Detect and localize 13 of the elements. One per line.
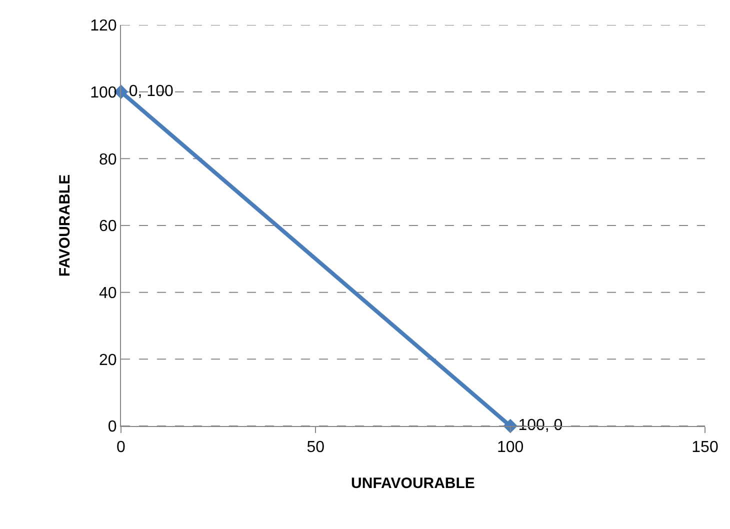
y-axis-title: FAVOURABLE [56, 174, 74, 277]
x-tick-label: 150 [692, 439, 718, 456]
y-tick-label: 0 [108, 418, 117, 436]
x-axis-title: UNFAVOURABLE [351, 475, 475, 492]
y-tick-label: 100 [90, 84, 117, 102]
x-tick-label: 50 [306, 439, 325, 456]
y-tick-label: 120 [90, 18, 117, 35]
data-label: 0, 100 [128, 82, 174, 100]
y-tick-label: 40 [99, 284, 117, 302]
y-tick-label: 80 [99, 151, 117, 168]
y-tick-label: 20 [99, 352, 117, 369]
x-tick-label: 100 [496, 439, 524, 456]
y-tick-label: 60 [99, 218, 117, 236]
